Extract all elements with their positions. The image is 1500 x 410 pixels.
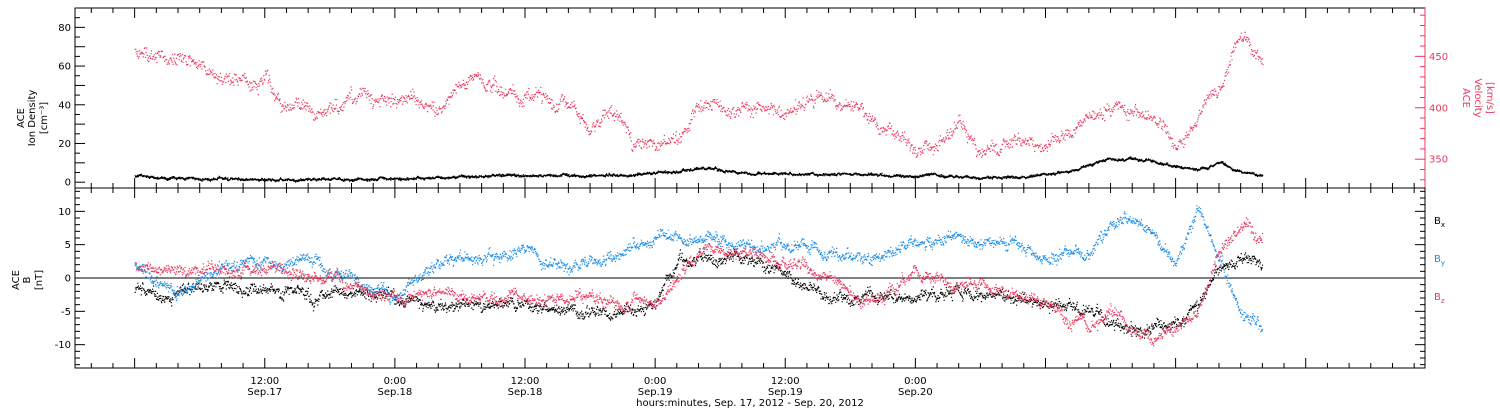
- velocity-series: [134, 31, 1264, 158]
- density-axis-label-line3: [cm⁻³]: [39, 102, 50, 134]
- density-axis-label-line1: ACE: [16, 108, 27, 128]
- time-tick-label-time: 12:00: [250, 376, 279, 387]
- density-series: [134, 156, 1264, 183]
- plasma-panel: 0 20 40 60 80 350 400 450 ACE Ion Density [cm⁻…: [16, 7, 1495, 189]
- velocity-axis-label-line2: Velocity: [1472, 78, 1483, 117]
- legend-by-main: B: [1434, 254, 1441, 265]
- svg-text:Bz: Bz: [1434, 292, 1445, 305]
- legend-bz-sub: z: [1441, 297, 1445, 305]
- legend-by-sub: y: [1441, 259, 1445, 267]
- b-tick-label: 10: [58, 207, 71, 218]
- density-tick-label: 20: [58, 139, 71, 150]
- velocity-axis-label-line3: [km/s]: [1484, 82, 1495, 114]
- b-tick-label: -10: [55, 340, 71, 351]
- b-axis-label-line3: [nT]: [34, 270, 45, 290]
- time-tick-label-time: 0:00: [904, 376, 926, 387]
- time-tick-label-date: Sep.19: [638, 387, 673, 398]
- b-axis-label-line1: ACE: [11, 270, 22, 290]
- time-axis-ticks: 12:00Sep.170:00Sep.1812:00Sep.180:00Sep.…: [90, 188, 1415, 398]
- velocity-tick-label: 400: [1429, 103, 1448, 114]
- b-axis-ticks: -10 -5 0 5 10: [55, 190, 1425, 366]
- bx-series: [134, 248, 1264, 339]
- time-tick-label-date: Sep.17: [247, 387, 282, 398]
- time-tick-label-time: 12:00: [771, 376, 800, 387]
- legend-by: By: [1434, 254, 1445, 267]
- velocity-tick-label: 350: [1429, 155, 1448, 166]
- magnetic-data-layer: [134, 205, 1264, 347]
- b-axis-label-line2: B: [22, 276, 33, 283]
- legend-bx-sub: x: [1441, 221, 1445, 229]
- legend-bz: Bz: [1434, 292, 1445, 305]
- plasma-panel-frame: [74, 7, 1426, 189]
- velocity-tick-label: 450: [1429, 52, 1448, 63]
- density-tick-label: 40: [58, 100, 71, 111]
- b-tick-label: 5: [65, 240, 71, 251]
- density-axis-label-line2: Ion Density: [27, 90, 38, 147]
- time-tick-label-date: Sep.20: [898, 387, 933, 398]
- legend-bx-main: B: [1434, 216, 1441, 227]
- time-tick-label-date: Sep.19: [768, 387, 803, 398]
- density-tick-label: 80: [58, 23, 71, 34]
- density-tick-label: 60: [58, 62, 71, 73]
- time-tick-label-time: 0:00: [384, 376, 406, 387]
- svg-text:By: By: [1434, 254, 1445, 267]
- time-tick-label-date: Sep.18: [508, 387, 543, 398]
- time-tick-label-time: 0:00: [644, 376, 666, 387]
- b-tick-label: 0: [65, 274, 71, 285]
- x-axis-title: hours:minutes, Sep. 17, 2012 - Sep. 20, …: [636, 398, 864, 409]
- legend-bz-main: B: [1434, 292, 1441, 303]
- legend-bx: Bx: [1434, 216, 1445, 229]
- density-axis-ticks: 0 20 40 60 80: [58, 17, 85, 189]
- velocity-axis-label-line1: ACE: [1460, 88, 1471, 108]
- by-series: [134, 205, 1264, 333]
- density-tick-label: 0: [65, 178, 71, 189]
- velocity-axis-ticks: 350 400 450: [1415, 8, 1448, 188]
- time-tick-label-time: 12:00: [511, 376, 540, 387]
- plasma-x-ticks: [90, 8, 1415, 188]
- b-tick-label: -5: [61, 307, 71, 318]
- bz-series: [134, 217, 1264, 347]
- svg-text:Bx: Bx: [1434, 216, 1445, 229]
- time-tick-label-date: Sep.18: [377, 387, 412, 398]
- plasma-data-layer: [134, 31, 1264, 183]
